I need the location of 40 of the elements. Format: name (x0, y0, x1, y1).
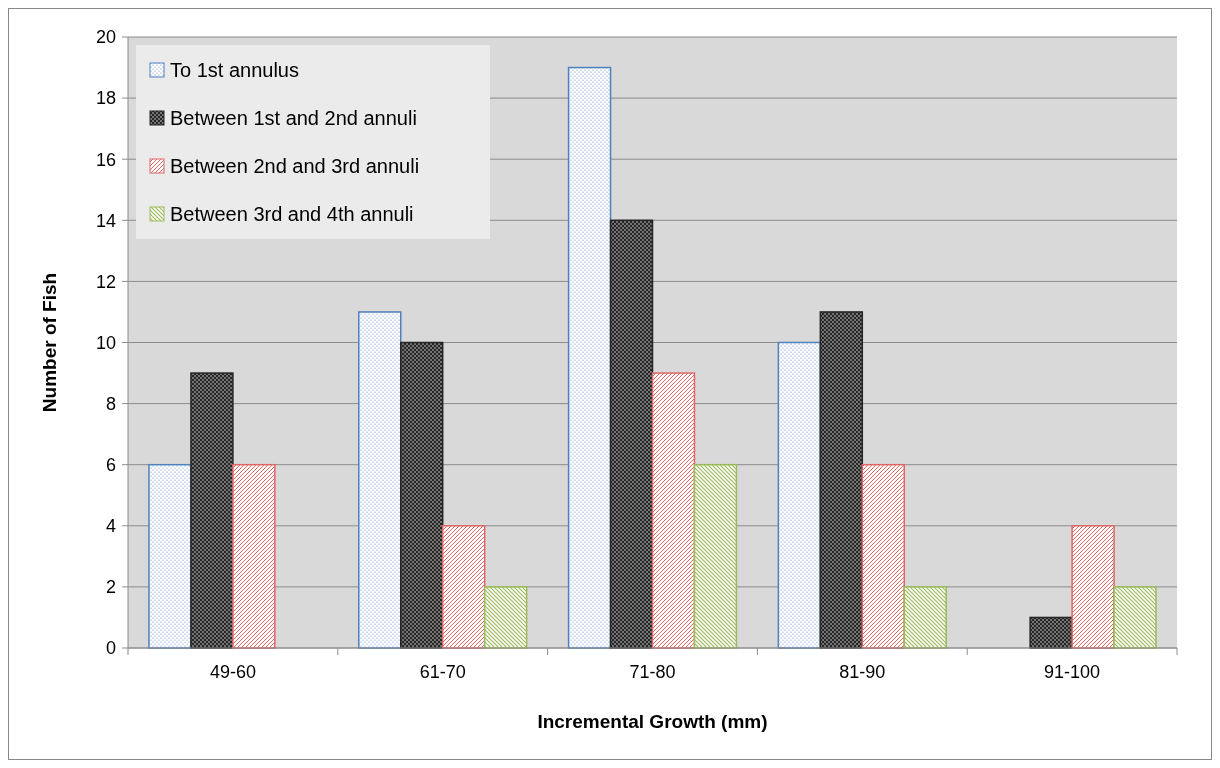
bar (441, 525, 486, 649)
y-tick-label: 8 (105, 393, 116, 414)
x-tick-label: 81-90 (839, 662, 886, 682)
bar (693, 463, 738, 649)
y-tick-label: 6 (105, 455, 116, 475)
y-tick-label: 18 (95, 88, 116, 109)
y-tick-label: 20 (95, 27, 116, 48)
legend-label: Between 3rd and 4th annuli (170, 203, 414, 225)
y-tick-label: 16 (95, 149, 116, 170)
y-tick-label: 14 (95, 210, 116, 231)
bar (1029, 616, 1073, 649)
x-tick-label: 49-60 (209, 662, 256, 682)
bar (819, 311, 864, 649)
x-axis-title: Incremental Growth (mm) (537, 711, 768, 732)
bar (567, 66, 612, 649)
x-tick-label: 91-100 (1044, 662, 1101, 682)
bar (148, 463, 192, 649)
bar (1071, 525, 1115, 649)
bar (861, 463, 906, 649)
y-tick-label: 4 (105, 516, 116, 537)
bar (190, 372, 234, 649)
bar (483, 586, 528, 649)
y-axis-title: Number of Fish (39, 272, 60, 413)
legend-label: To 1st annulus (170, 59, 299, 81)
bar (358, 311, 402, 649)
y-tick-label: 2 (105, 577, 116, 598)
bar (777, 341, 822, 649)
bar (399, 341, 444, 649)
legend-label: Between 1st and 2nd annuli (170, 107, 417, 129)
x-tick-label: 71-80 (629, 662, 676, 682)
bar (1113, 586, 1157, 649)
bar (903, 586, 947, 649)
bar (651, 372, 696, 649)
y-tick-label: 0 (105, 638, 116, 659)
bar (232, 463, 276, 649)
y-tick-label: 12 (95, 271, 116, 292)
legend-label: Between 2nd and 3rd annuli (170, 155, 420, 177)
bar (609, 219, 654, 649)
y-tick-label: 10 (95, 332, 116, 353)
x-tick-label: 61-70 (419, 662, 466, 682)
